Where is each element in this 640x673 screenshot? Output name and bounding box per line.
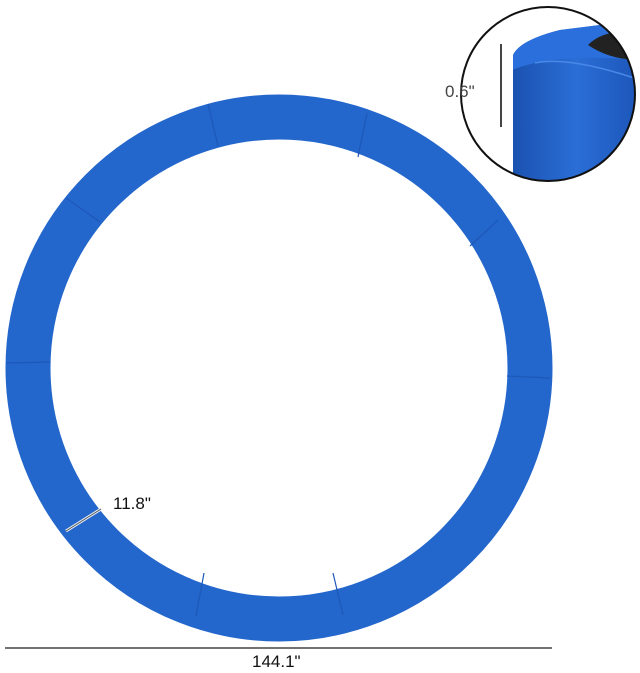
diameter-label: 144.1" xyxy=(252,652,301,671)
pad-ring xyxy=(5,94,553,642)
width-label: 11.8" xyxy=(113,494,151,513)
detail-inset xyxy=(460,6,636,182)
width-marker xyxy=(65,507,102,533)
thickness-label: 0.6" xyxy=(445,82,475,101)
